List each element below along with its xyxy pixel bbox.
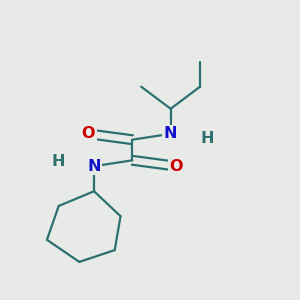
Text: H: H <box>200 131 214 146</box>
Text: O: O <box>170 159 183 174</box>
Text: N: N <box>164 126 177 141</box>
Text: N: N <box>87 159 101 174</box>
Text: O: O <box>81 126 95 141</box>
Text: H: H <box>51 154 64 169</box>
